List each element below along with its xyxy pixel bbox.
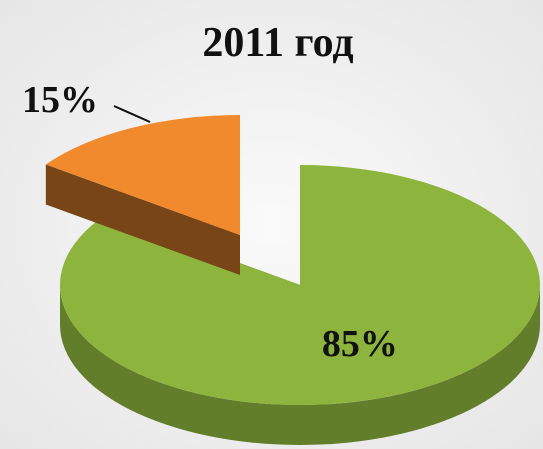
slice <box>59 165 541 405</box>
data-label: 15% <box>22 79 98 121</box>
slice <box>45 115 240 235</box>
leader-line <box>113 105 151 123</box>
slice-wall <box>60 285 540 445</box>
slice-side <box>45 164 240 275</box>
plot: 85% 15% <box>22 79 541 445</box>
data-label: 85% <box>322 323 398 365</box>
chart-title: 2011 год <box>202 20 353 66</box>
